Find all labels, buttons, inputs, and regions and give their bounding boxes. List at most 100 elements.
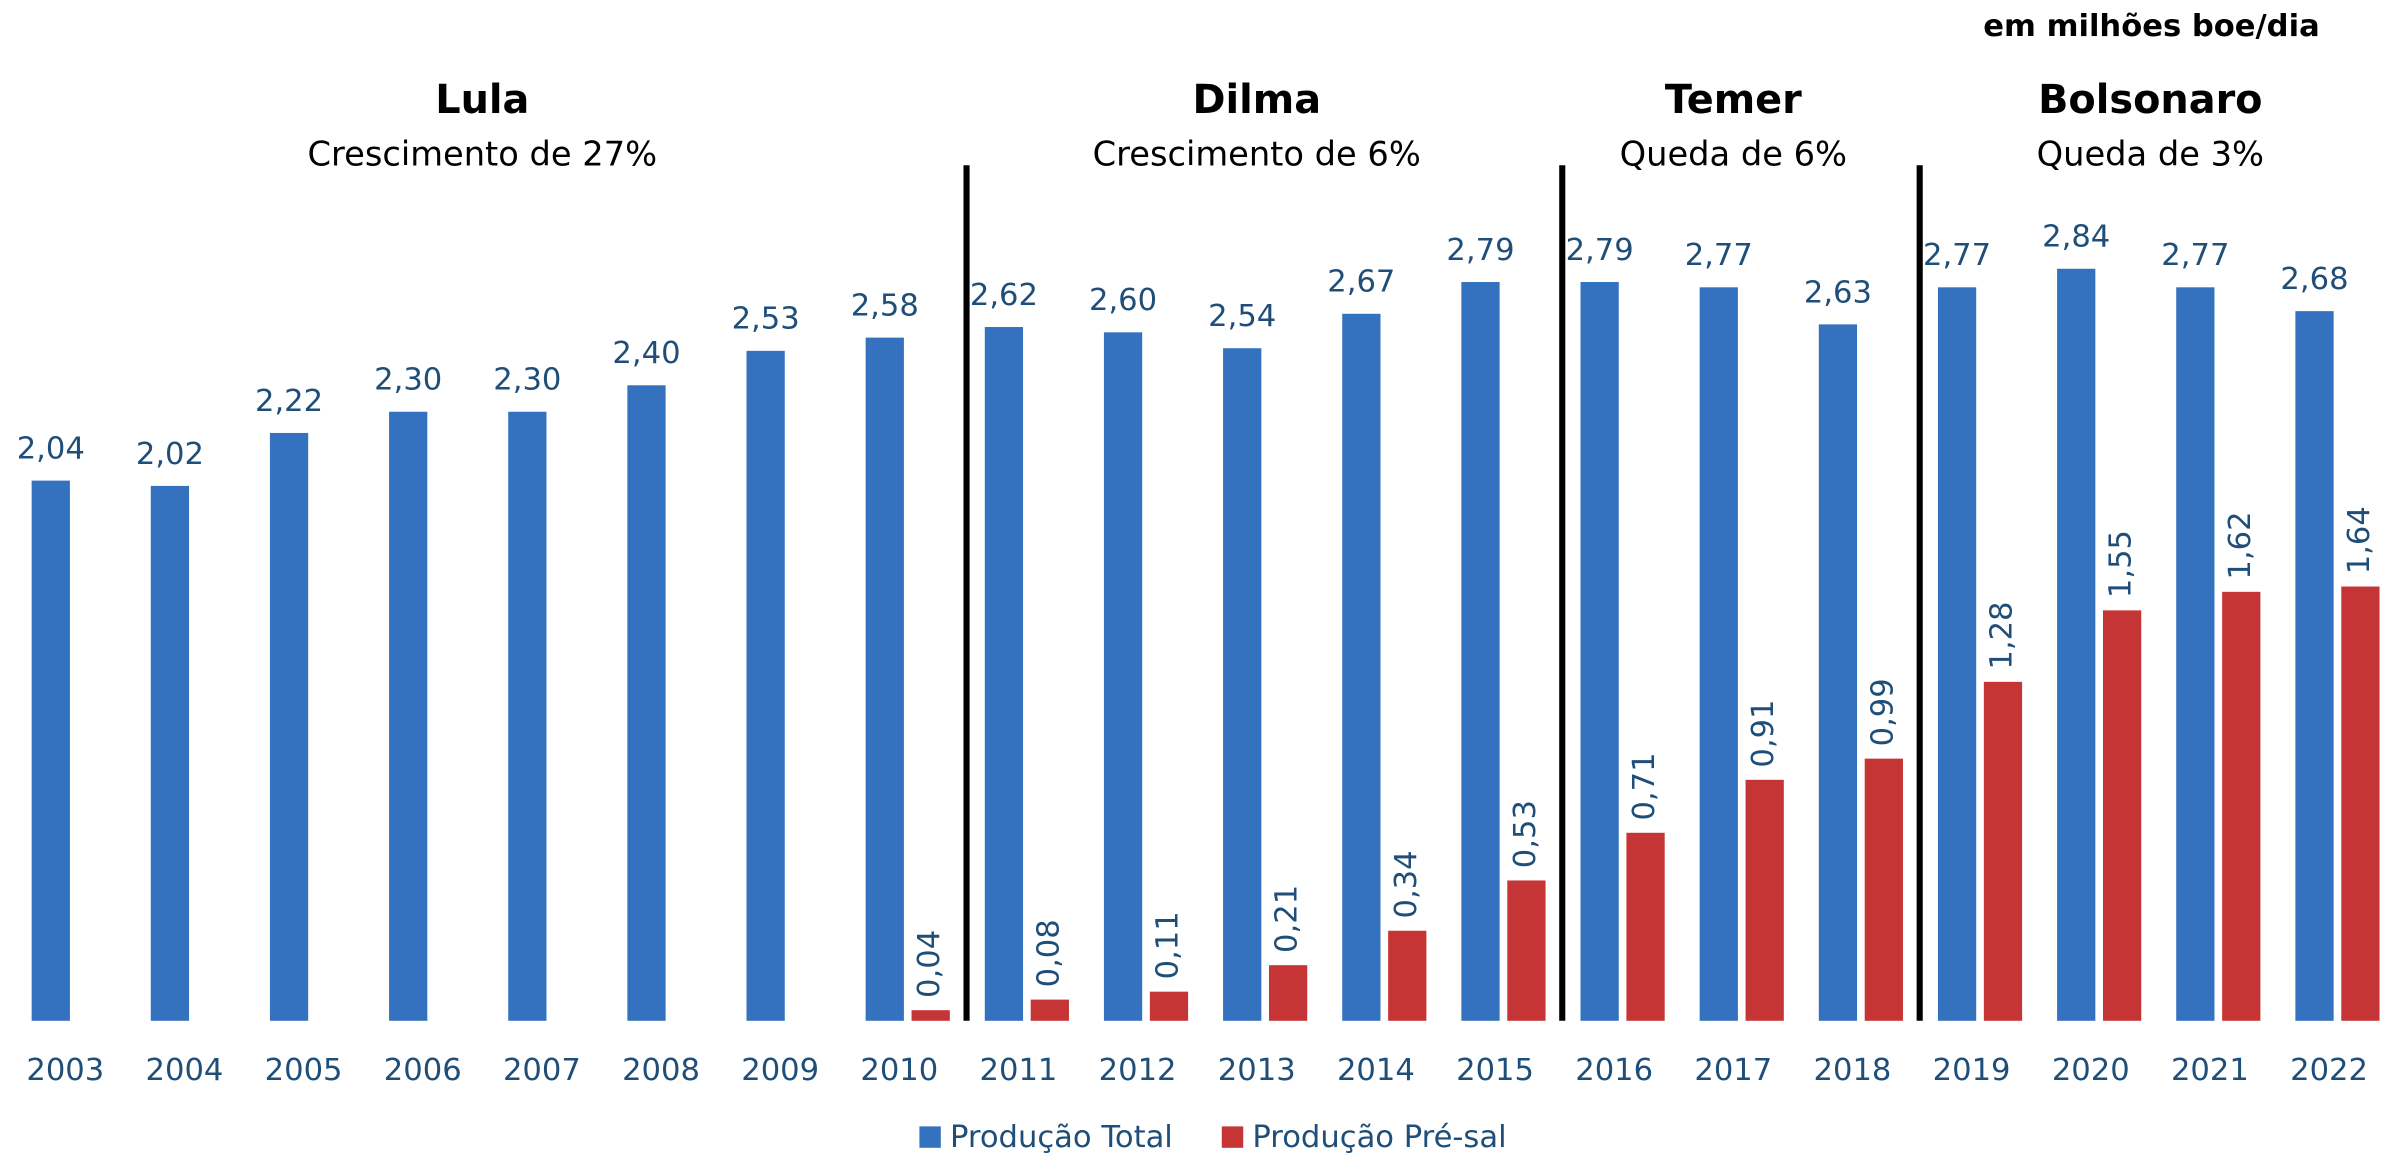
bar (1580, 282, 1619, 1021)
x-tick-label: 2008 (622, 1053, 700, 1088)
data-label: 2,77 (1685, 238, 1753, 273)
x-tick-label: 2003 (26, 1053, 104, 1088)
x-tick-label: 2004 (146, 1053, 224, 1088)
data-label: 0,21 (1270, 885, 1305, 953)
data-label: 2,79 (1566, 233, 1634, 268)
period-name: Bolsonaro (2038, 77, 2262, 123)
x-tick-label: 2013 (1218, 1053, 1296, 1088)
data-label: 0,91 (1746, 699, 1781, 767)
x-tick-label: 2009 (741, 1053, 819, 1088)
data-label: 2,02 (136, 437, 204, 472)
data-label: 2,68 (2280, 262, 2348, 297)
bar (1507, 880, 1546, 1021)
period-name: Dilma (1192, 77, 1321, 123)
bar (911, 1010, 950, 1021)
data-label: 0,11 (1150, 911, 1185, 979)
bar (1030, 999, 1069, 1021)
bar (389, 411, 428, 1021)
data-label: 2,30 (374, 363, 442, 398)
bar (2176, 287, 2215, 1021)
legend-swatch (1221, 1126, 1244, 1148)
x-tick-label: 2006 (384, 1053, 462, 1088)
x-tick-label: 2015 (1456, 1053, 1534, 1088)
bar (627, 385, 666, 1021)
bar (1983, 681, 2023, 1021)
bar (2057, 268, 2096, 1021)
data-label: 2,04 (17, 431, 85, 466)
data-label: 0,71 (1627, 752, 1662, 820)
x-tick-label: 2011 (980, 1053, 1058, 1088)
data-label: 0,53 (1508, 800, 1543, 868)
bar (865, 337, 904, 1021)
x-tick-label: 2010 (860, 1053, 938, 1088)
bar (508, 411, 547, 1021)
x-tick-label: 2021 (2171, 1053, 2249, 1088)
data-label: 2,40 (612, 336, 680, 371)
unit-note: em milhões boe/dia (1983, 9, 2319, 44)
data-label: 1,64 (2342, 506, 2377, 574)
bar (1818, 324, 1858, 1021)
bar (1388, 930, 1427, 1021)
bar (150, 485, 190, 1021)
data-label: 2,67 (1327, 265, 1395, 300)
x-tick-label: 2017 (1694, 1053, 1772, 1088)
data-label: 2,84 (2042, 220, 2110, 255)
x-tick-label: 2016 (1575, 1053, 1653, 1088)
data-label: 1,55 (2104, 530, 2139, 598)
data-label: 2,63 (1804, 275, 1872, 310)
x-tick-label: 2012 (1099, 1053, 1177, 1088)
bar (269, 432, 309, 1021)
bar (2341, 586, 2380, 1021)
period-note: Queda de 6% (1620, 135, 1847, 174)
data-label: 0,34 (1389, 850, 1424, 918)
data-label: 2,54 (1208, 299, 1276, 334)
data-label: 1,62 (2223, 511, 2258, 579)
period-note: Crescimento de 6% (1093, 135, 1421, 174)
data-label: 2,77 (1923, 238, 1991, 273)
bar (1268, 965, 1308, 1021)
data-label: 0,04 (912, 930, 947, 998)
x-tick-label: 2014 (1337, 1053, 1415, 1088)
bar (1937, 287, 1977, 1021)
data-label: 2,53 (732, 302, 800, 337)
x-tick-label: 2022 (2290, 1053, 2368, 1088)
x-tick-label: 2018 (1814, 1053, 1892, 1088)
bar (1223, 348, 1262, 1021)
bar (1699, 287, 1738, 1021)
data-label: 2,79 (1446, 233, 1514, 268)
data-label: 1,28 (1984, 601, 2019, 669)
data-label: 2,62 (970, 278, 1038, 313)
data-label: 2,58 (851, 289, 919, 324)
data-label: 0,99 (1865, 678, 1900, 746)
data-label: 2,30 (493, 363, 561, 398)
x-tick-label: 2007 (503, 1053, 581, 1088)
period-name: Temer (1665, 77, 1802, 123)
bar (2295, 311, 2334, 1021)
bar (1103, 332, 1143, 1021)
legend-label: Produção Total (950, 1120, 1173, 1155)
data-label: 0,08 (1031, 919, 1066, 987)
data-label: 2,22 (255, 384, 323, 419)
period-note: Queda de 3% (2037, 135, 2264, 174)
x-tick-label: 2005 (265, 1053, 343, 1088)
bar (1864, 758, 1903, 1021)
bar (2222, 591, 2261, 1021)
bar (1461, 282, 1500, 1021)
bar (1342, 313, 1381, 1021)
x-tick-label: 2020 (2052, 1053, 2130, 1088)
bar (1745, 779, 1784, 1021)
bar (2102, 610, 2142, 1021)
bar (984, 327, 1024, 1021)
data-label: 2,60 (1089, 283, 1157, 318)
bar (746, 350, 785, 1021)
bar (1149, 991, 1189, 1021)
x-tick-label: 2019 (1933, 1053, 2011, 1088)
legend-label: Produção Pré-sal (1252, 1120, 1506, 1155)
bar (1626, 832, 1665, 1021)
period-note: Crescimento de 27% (308, 135, 658, 174)
period-name: Lula (435, 77, 529, 123)
bar (31, 480, 70, 1021)
legend-swatch (919, 1126, 941, 1148)
data-label: 2,77 (2161, 238, 2229, 273)
